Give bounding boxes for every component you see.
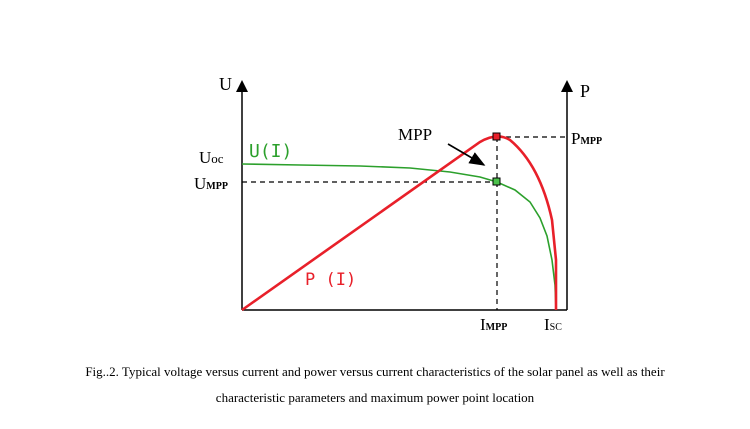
mpp-arrow xyxy=(447,143,486,166)
power-curve-label: P (I) xyxy=(305,270,356,290)
isc-label: ISC xyxy=(544,315,562,334)
power-axis-arrow xyxy=(561,80,573,92)
power-mpp-marker xyxy=(492,132,501,141)
impp-label: IMPP xyxy=(480,315,507,334)
pmpp-label: PMPP xyxy=(571,129,602,148)
uoc-label: Uoc xyxy=(199,148,224,167)
figure-caption-line-1: Fig..2. Typical voltage versus current a… xyxy=(85,364,665,379)
voltage-current-curve xyxy=(241,163,557,311)
voltage-axis-label: U xyxy=(219,74,232,94)
figure-caption-line-2: characteristic parameters and maximum po… xyxy=(215,390,535,405)
power-current-curve xyxy=(241,135,558,312)
voltage-curve-label: U(I) xyxy=(249,141,292,162)
umpp-label: UMPP xyxy=(194,174,228,193)
voltage-mpp-marker xyxy=(492,177,501,186)
iv-pv-characteristics-diagram: U P Uoc UMPP PMPP IMPP ISC MPP U(I) P (I… xyxy=(194,74,602,334)
power-axis-label: P xyxy=(580,81,590,101)
voltage-axis-arrow xyxy=(236,80,248,92)
mpp-label: MPP xyxy=(398,125,432,144)
